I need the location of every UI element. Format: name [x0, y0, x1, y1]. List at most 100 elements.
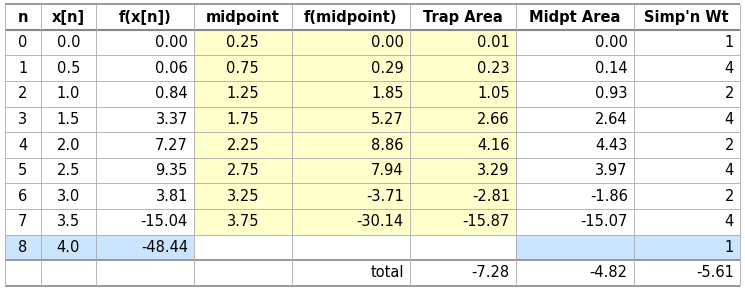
Text: 4.43: 4.43: [595, 137, 628, 153]
Text: 5: 5: [19, 163, 28, 178]
Text: n: n: [18, 10, 28, 25]
Text: 0.75: 0.75: [226, 61, 259, 76]
Text: 0.93: 0.93: [595, 86, 628, 101]
Bar: [194, 55, 292, 81]
Bar: [194, 235, 292, 260]
Text: Midpt Area: Midpt Area: [529, 10, 621, 25]
Bar: [410, 30, 516, 55]
Text: -15.07: -15.07: [580, 214, 628, 229]
Text: 0.25: 0.25: [226, 35, 259, 50]
Text: total: total: [370, 265, 404, 280]
Bar: [292, 107, 410, 132]
Bar: [194, 158, 292, 183]
Text: -15.87: -15.87: [463, 214, 510, 229]
Bar: [292, 235, 410, 260]
Bar: [410, 235, 516, 260]
Text: 0.29: 0.29: [371, 61, 404, 76]
Text: 1.05: 1.05: [478, 86, 510, 101]
Text: 5.27: 5.27: [371, 112, 404, 127]
Text: 1.75: 1.75: [226, 112, 259, 127]
Text: 2: 2: [724, 137, 734, 153]
Bar: [410, 209, 516, 235]
Text: 0.84: 0.84: [155, 86, 188, 101]
Text: 2.0: 2.0: [57, 137, 80, 153]
Text: -5.61: -5.61: [696, 265, 734, 280]
Bar: [292, 81, 410, 107]
Bar: [5, 235, 740, 260]
Text: f(midpoint): f(midpoint): [304, 10, 397, 25]
Bar: [194, 107, 292, 132]
Bar: [410, 55, 516, 81]
Text: 4: 4: [725, 112, 734, 127]
Text: 3.0: 3.0: [57, 189, 80, 204]
Text: 3.29: 3.29: [478, 163, 510, 178]
Text: -3.71: -3.71: [366, 189, 404, 204]
Bar: [194, 81, 292, 107]
Text: 2.5: 2.5: [57, 163, 80, 178]
Bar: [292, 158, 410, 183]
Text: 0.0: 0.0: [57, 35, 80, 50]
Bar: [194, 235, 292, 260]
Text: 1.0: 1.0: [57, 86, 80, 101]
Text: 2.66: 2.66: [478, 112, 510, 127]
Text: Trap Area: Trap Area: [423, 10, 503, 25]
Text: -15.04: -15.04: [141, 214, 188, 229]
Bar: [292, 183, 410, 209]
Text: 3.75: 3.75: [226, 214, 259, 229]
Text: 7.94: 7.94: [371, 163, 404, 178]
Text: 1.5: 1.5: [57, 112, 80, 127]
Text: f(x[n]): f(x[n]): [118, 10, 171, 25]
Text: 7: 7: [18, 214, 28, 229]
Bar: [194, 30, 292, 55]
Text: 4: 4: [725, 163, 734, 178]
Text: -1.86: -1.86: [590, 189, 628, 204]
Bar: [292, 132, 410, 158]
Text: -2.81: -2.81: [472, 189, 510, 204]
Text: 3.5: 3.5: [57, 214, 80, 229]
Text: 1: 1: [725, 35, 734, 50]
Text: -30.14: -30.14: [357, 214, 404, 229]
Bar: [410, 235, 516, 260]
Text: 0.14: 0.14: [595, 61, 628, 76]
Text: 2: 2: [18, 86, 28, 101]
Text: 1.25: 1.25: [226, 86, 259, 101]
Text: -7.28: -7.28: [472, 265, 510, 280]
Text: 4.0: 4.0: [57, 240, 80, 255]
Text: 0.00: 0.00: [155, 35, 188, 50]
Bar: [292, 30, 410, 55]
Text: 2: 2: [724, 86, 734, 101]
Text: 8: 8: [19, 240, 28, 255]
Bar: [410, 132, 516, 158]
Text: 0.06: 0.06: [155, 61, 188, 76]
Text: 2.75: 2.75: [226, 163, 259, 178]
Bar: [410, 81, 516, 107]
Bar: [194, 209, 292, 235]
Text: 4: 4: [725, 214, 734, 229]
Text: midpoint: midpoint: [206, 10, 279, 25]
Text: 1: 1: [725, 240, 734, 255]
Text: 3.81: 3.81: [156, 189, 188, 204]
Text: 8.86: 8.86: [371, 137, 404, 153]
Text: 0.5: 0.5: [57, 61, 80, 76]
Text: 0.00: 0.00: [371, 35, 404, 50]
Text: 2.64: 2.64: [595, 112, 628, 127]
Bar: [410, 183, 516, 209]
Text: 2: 2: [724, 189, 734, 204]
Bar: [410, 107, 516, 132]
Text: 3.37: 3.37: [156, 112, 188, 127]
Text: 0.23: 0.23: [478, 61, 510, 76]
Bar: [292, 209, 410, 235]
Bar: [194, 132, 292, 158]
Bar: [194, 183, 292, 209]
Text: 0.01: 0.01: [477, 35, 510, 50]
Text: 7.27: 7.27: [155, 137, 188, 153]
Text: Simp'n Wt: Simp'n Wt: [644, 10, 729, 25]
Text: 6: 6: [19, 189, 28, 204]
Text: -48.44: -48.44: [141, 240, 188, 255]
Text: 3: 3: [19, 112, 28, 127]
Bar: [292, 55, 410, 81]
Bar: [410, 158, 516, 183]
Text: 0: 0: [18, 35, 28, 50]
Text: 4.16: 4.16: [478, 137, 510, 153]
Text: 3.97: 3.97: [595, 163, 628, 178]
